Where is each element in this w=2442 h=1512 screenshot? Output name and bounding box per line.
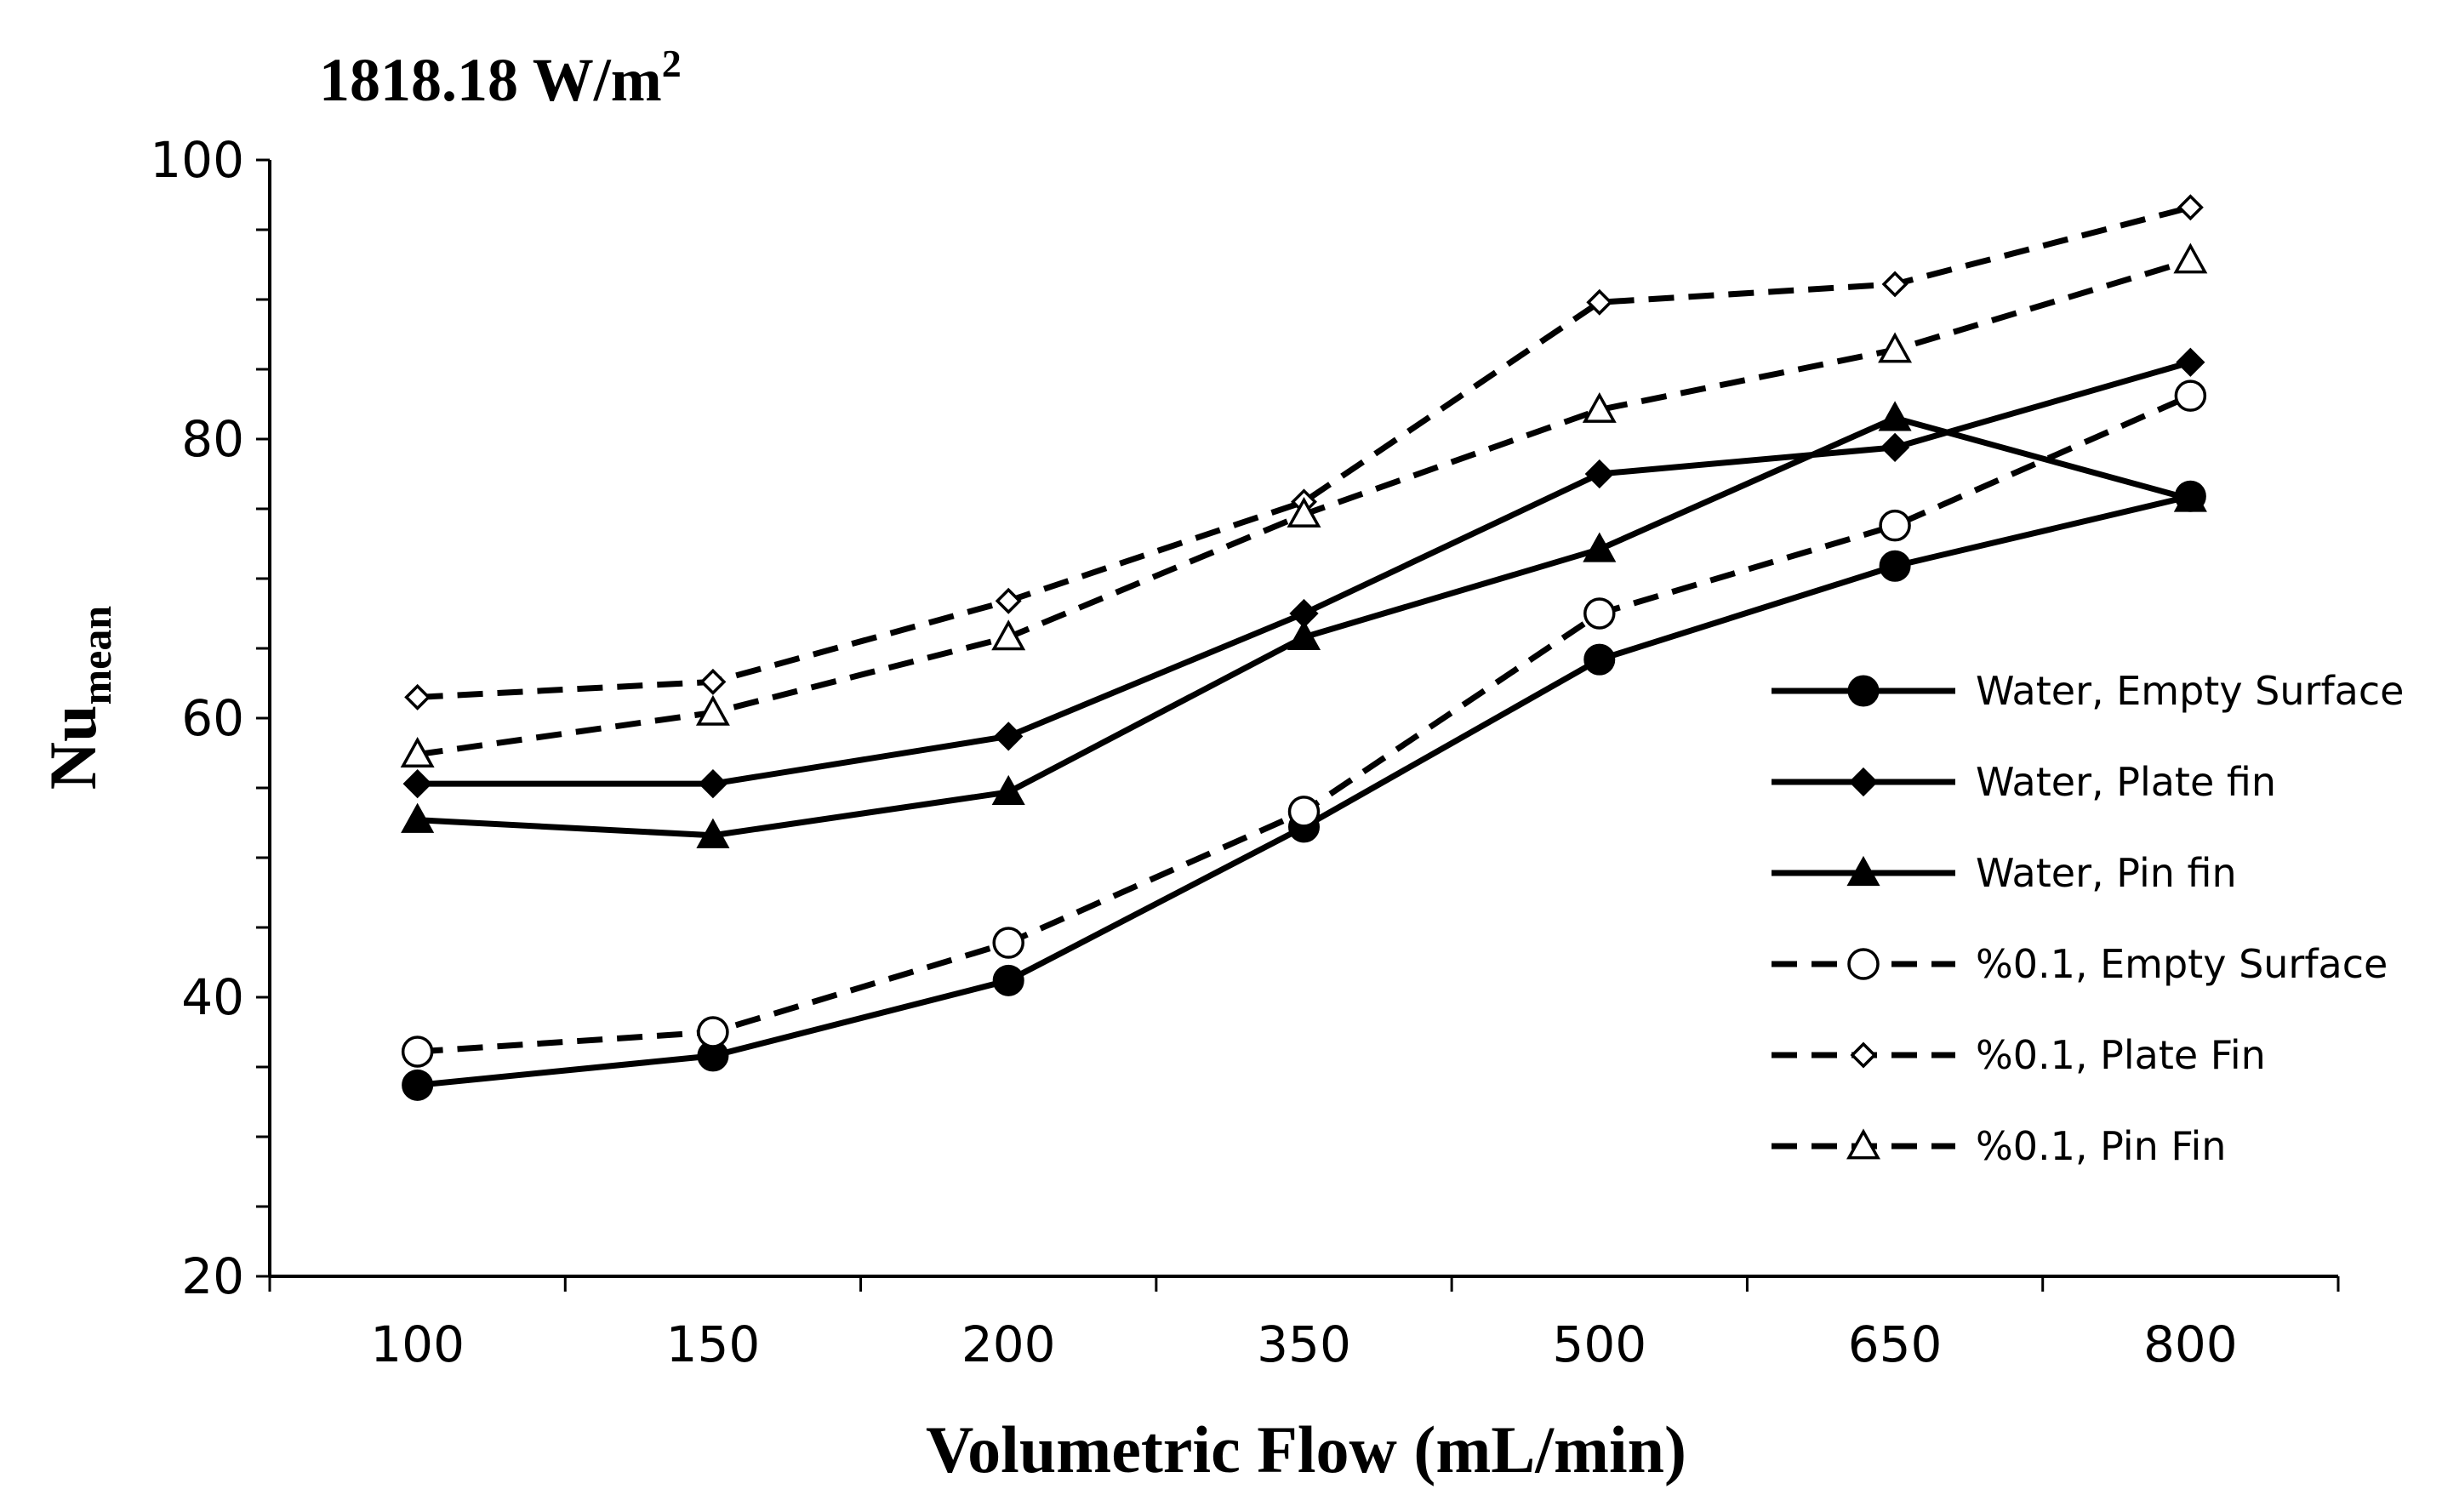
data-point bbox=[992, 927, 1024, 959]
data-point bbox=[2173, 482, 2207, 512]
series-0 bbox=[402, 480, 2206, 1101]
data-point bbox=[2173, 242, 2208, 274]
series-5 bbox=[400, 242, 2208, 767]
legend-label: %0.1, Pin Fin bbox=[1976, 1123, 2226, 1169]
legend-item: Water, Pin fin bbox=[1772, 850, 2237, 896]
data-point bbox=[2174, 379, 2207, 412]
legend-label: Water, Empty Surface bbox=[1976, 668, 2404, 714]
data-point bbox=[991, 774, 1025, 806]
data-point bbox=[401, 802, 435, 833]
data-point bbox=[696, 818, 730, 848]
y-tick-label: 20 bbox=[181, 1247, 244, 1305]
y-tick-label: 80 bbox=[181, 410, 244, 468]
legend-label: %0.1, Plate Fin bbox=[1976, 1032, 2266, 1078]
legend-item: Water, Empty Surface bbox=[1772, 668, 2404, 714]
x-tick-label: 650 bbox=[1848, 1315, 1943, 1373]
data-point bbox=[1583, 643, 1616, 676]
y-axis-ticks: 20 40 60 80 100 bbox=[150, 131, 270, 1305]
series-2 bbox=[401, 401, 2207, 848]
data-point bbox=[1586, 288, 1613, 316]
y-tick-label: 40 bbox=[181, 968, 244, 1026]
data-point bbox=[1881, 271, 1909, 298]
data-point bbox=[1879, 509, 1911, 542]
legend-item: Water, Plate fin bbox=[1772, 759, 2276, 805]
legend-marker bbox=[1847, 675, 1880, 707]
svg-text:Numean: Numean bbox=[36, 606, 120, 790]
series-4 bbox=[404, 194, 2204, 710]
data-point bbox=[1584, 459, 1614, 489]
data-point bbox=[991, 619, 1026, 651]
chart-title-superscript: 2 bbox=[662, 42, 682, 85]
series-1 bbox=[402, 347, 2205, 799]
x-axis-title: Volumetric Flow (mL/min) bbox=[926, 1412, 1686, 1486]
data-point bbox=[1582, 391, 1617, 423]
x-tick-label: 100 bbox=[370, 1315, 465, 1373]
data-point bbox=[1287, 796, 1321, 828]
legend-item: %0.1, Pin Fin bbox=[1772, 1123, 2226, 1169]
data-point bbox=[699, 668, 727, 695]
legend-marker bbox=[1846, 1128, 1880, 1160]
data-point bbox=[1583, 597, 1616, 630]
data-point bbox=[402, 768, 432, 799]
y-tick-label: 60 bbox=[181, 689, 244, 747]
legend: Water, Empty Surface Water, Plate fin Wate… bbox=[1772, 668, 2404, 1169]
data-point bbox=[1287, 496, 1321, 528]
data-point bbox=[401, 1036, 434, 1068]
series-line bbox=[417, 493, 2192, 1088]
data-point bbox=[400, 737, 435, 767]
x-tick-label: 800 bbox=[2143, 1315, 2238, 1373]
plot-series bbox=[400, 194, 2208, 1101]
y-axis-title-subscript: mean bbox=[72, 606, 120, 705]
data-point bbox=[995, 587, 1022, 614]
data-point bbox=[402, 1069, 434, 1101]
y-tick-label: 100 bbox=[150, 131, 244, 189]
legend-label: Water, Plate fin bbox=[1976, 759, 2276, 805]
data-point bbox=[1583, 532, 1617, 562]
data-point bbox=[2177, 194, 2204, 221]
x-axis-ticks: 100 150 200 350 500 650 800 bbox=[268, 1276, 2340, 1373]
legend-label: Water, Pin fin bbox=[1976, 850, 2237, 896]
x-tick-label: 150 bbox=[666, 1315, 761, 1373]
data-point bbox=[1287, 619, 1321, 650]
legend-label: %0.1, Empty Surface bbox=[1976, 941, 2388, 987]
data-point bbox=[1879, 550, 1911, 582]
x-tick-label: 200 bbox=[961, 1315, 1056, 1373]
data-point bbox=[1878, 401, 1912, 431]
data-point bbox=[1878, 332, 1913, 363]
legend-marker bbox=[1846, 855, 1880, 887]
data-point bbox=[1880, 432, 1910, 462]
legend-marker bbox=[1848, 767, 1879, 797]
data-point bbox=[2176, 347, 2205, 377]
legend-marker bbox=[1850, 1041, 1877, 1069]
data-point bbox=[695, 694, 730, 726]
x-tick-label: 500 bbox=[1552, 1315, 1646, 1373]
data-point bbox=[994, 722, 1024, 751]
data-point bbox=[404, 683, 431, 710]
legend-marker bbox=[1847, 948, 1880, 980]
chart-title: 1818.18 W/m2 bbox=[319, 42, 682, 114]
data-point bbox=[697, 1016, 729, 1048]
chart-title-main: 1818.18 W/m bbox=[319, 46, 662, 114]
series-3 bbox=[401, 379, 2207, 1068]
x-tick-label: 350 bbox=[1257, 1315, 1351, 1373]
data-point bbox=[992, 964, 1024, 996]
y-axis-title: Numean bbox=[36, 606, 120, 790]
legend-item: %0.1, Empty Surface bbox=[1772, 941, 2388, 987]
data-point bbox=[698, 768, 728, 799]
y-axis-title-main: Nu bbox=[36, 705, 110, 790]
legend-item: %0.1, Plate Fin bbox=[1772, 1032, 2266, 1078]
